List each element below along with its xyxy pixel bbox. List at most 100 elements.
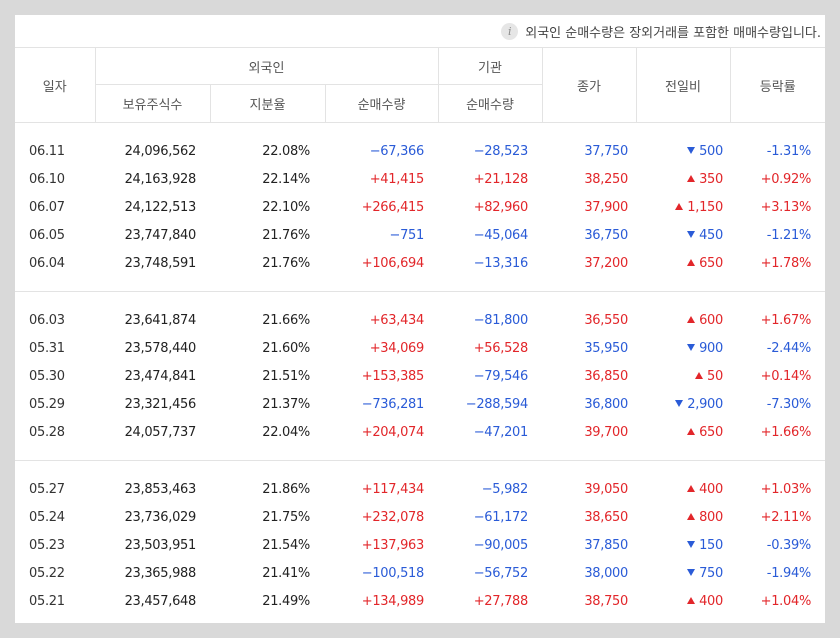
arrow-up-icon — [687, 258, 696, 266]
table-row: 06.10 24,163,928 22.14% +41,415 +21,128 38,25… — [15, 165, 825, 193]
inst-net-cell: +56,528 — [473, 340, 529, 356]
inst-net-cell: −28,523 — [473, 143, 529, 159]
table-row: 06.05 23,747,840 21.76% −751 −45,064 36,750 45… — [15, 221, 825, 249]
inst-net-cell: −47,201 — [473, 424, 529, 440]
arrow-down-icon — [687, 343, 696, 351]
inst-net-cell: +21,128 — [473, 171, 529, 187]
foreign-net-cell: +137,963 — [361, 537, 425, 553]
arrow-up-icon — [687, 484, 696, 492]
close-cell: 39,700 — [584, 424, 628, 440]
foreign-net-cell: +232,078 — [361, 509, 425, 525]
inst-net-cell: −13,316 — [473, 255, 529, 271]
change-value: 750 — [699, 565, 723, 581]
close-cell: 35,950 — [584, 340, 628, 356]
holdings-cell: 23,321,456 — [124, 396, 197, 412]
share-cell: 22.14% — [262, 171, 310, 187]
close-cell: 37,200 — [584, 255, 628, 271]
arrow-up-icon — [687, 596, 696, 604]
share-cell: 21.66% — [262, 312, 310, 328]
change-cell: 50 — [636, 362, 730, 390]
foreign-net-cell: +117,434 — [361, 481, 425, 497]
holdings-cell: 23,365,988 — [124, 565, 197, 581]
share-cell: 21.76% — [262, 255, 310, 271]
table-row: 06.07 24,122,513 22.10% +266,415 +82,960 37,9… — [15, 193, 825, 221]
change-cell: 400 — [636, 587, 730, 615]
change-cell: 450 — [636, 221, 730, 249]
arrow-up-icon — [687, 315, 696, 323]
change-value: 450 — [699, 227, 723, 243]
holdings-cell: 23,503,951 — [124, 537, 197, 553]
holdings-cell: 23,474,841 — [124, 368, 197, 384]
foreign-net-cell: +63,434 — [369, 312, 425, 328]
close-cell: 36,800 — [584, 396, 628, 412]
foreign-net-cell: −67,366 — [369, 143, 425, 159]
share-cell: 21.60% — [262, 340, 310, 356]
change-value: 50 — [707, 368, 723, 384]
header-close: 종가 — [541, 47, 637, 123]
date-cell: 05.24 — [29, 509, 65, 525]
close-cell: 37,850 — [584, 537, 628, 553]
group-divider — [15, 291, 825, 292]
date-cell: 06.10 — [29, 171, 65, 187]
change-value: 800 — [699, 509, 723, 525]
table-row: 05.28 24,057,737 22.04% +204,074 −47,201 39,7… — [15, 418, 825, 446]
change-cell: 600 — [636, 306, 730, 334]
inst-net-cell: −288,594 — [465, 396, 529, 412]
close-cell: 36,850 — [584, 368, 628, 384]
share-cell: 22.08% — [262, 143, 310, 159]
foreign-net-cell: +34,069 — [369, 340, 425, 356]
close-cell: 37,750 — [584, 143, 628, 159]
date-cell: 05.31 — [29, 340, 65, 356]
change-cell: 650 — [636, 249, 730, 277]
arrow-up-icon — [687, 174, 696, 182]
table-row: 05.30 23,474,841 21.51% +153,385 −79,546 36,8… — [15, 362, 825, 390]
header-foreign: 외국인 — [94, 47, 439, 85]
holdings-cell: 24,096,562 — [124, 143, 197, 159]
table-row: 06.04 23,748,591 21.76% +106,694 −13,316 37,2… — [15, 249, 825, 277]
arrow-up-icon — [695, 371, 704, 379]
change-cell: 2,900 — [636, 390, 730, 418]
date-cell: 06.04 — [29, 255, 65, 271]
change-cell: 500 — [636, 137, 730, 165]
change-cell: 400 — [636, 475, 730, 503]
inst-net-cell: −56,752 — [473, 565, 529, 581]
date-cell: 06.05 — [29, 227, 65, 243]
close-cell: 38,000 — [584, 565, 628, 581]
share-cell: 21.76% — [262, 227, 310, 243]
group-spacer — [15, 123, 825, 138]
inst-net-cell: −90,005 — [473, 537, 529, 553]
header-inst-net: 순매수량 — [437, 84, 543, 123]
header-institution: 기관 — [437, 47, 543, 85]
group-spacer — [15, 615, 825, 629]
foreign-net-cell: +153,385 — [361, 368, 425, 384]
date-cell: 05.27 — [29, 481, 65, 497]
rate-cell: -7.30% — [766, 396, 812, 412]
rate-cell: +1.67% — [760, 312, 812, 328]
close-cell: 36,750 — [584, 227, 628, 243]
share-cell: 21.54% — [262, 537, 310, 553]
inst-net-cell: −61,172 — [473, 509, 529, 525]
rate-cell: +1.78% — [760, 255, 812, 271]
change-cell: 150 — [636, 531, 730, 559]
change-cell: 350 — [636, 165, 730, 193]
inst-net-cell: −79,546 — [473, 368, 529, 384]
share-cell: 21.86% — [262, 481, 310, 497]
foreign-net-cell: +266,415 — [361, 199, 425, 215]
investor-trend-table: 일자 외국인 기관 종가 전일비 등락률 보유주식수 지분율 순매수량 순매수량… — [15, 47, 825, 629]
rate-cell: +0.14% — [760, 368, 812, 384]
share-cell: 21.49% — [262, 593, 310, 609]
table-row: 05.24 23,736,029 21.75% +232,078 −61,172 38,6… — [15, 503, 825, 531]
holdings-cell: 23,736,029 — [124, 509, 197, 525]
date-cell: 05.21 — [29, 593, 65, 609]
inst-net-cell: −81,800 — [473, 312, 529, 328]
share-cell: 21.37% — [262, 396, 310, 412]
change-value: 400 — [699, 481, 723, 497]
arrow-down-icon — [687, 540, 696, 548]
change-cell: 650 — [636, 418, 730, 446]
table-body: 06.11 24,096,562 22.08% −67,366 −28,523 37,75… — [15, 123, 825, 630]
header-holdings: 보유주식수 — [94, 84, 211, 123]
share-cell: 22.04% — [262, 424, 310, 440]
rate-cell: +1.03% — [760, 481, 812, 497]
change-value: 650 — [699, 424, 723, 440]
holdings-cell: 24,122,513 — [124, 199, 197, 215]
